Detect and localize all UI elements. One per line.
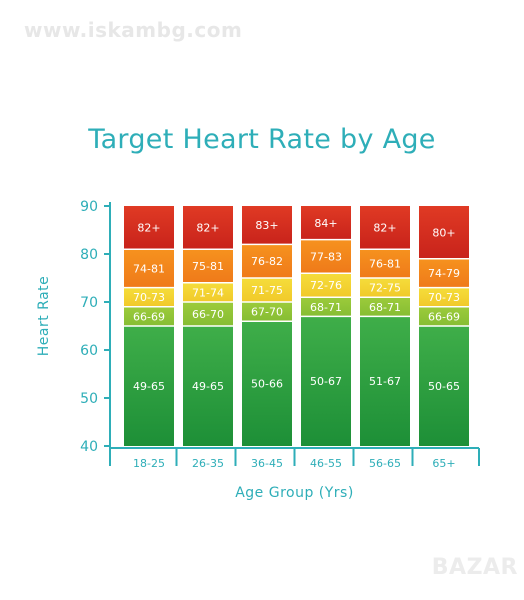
bar-segment — [360, 206, 410, 250]
segment-label: 77-83 — [310, 250, 342, 263]
segment-label: 72-75 — [369, 282, 401, 295]
bar-segment — [360, 249, 410, 278]
y-axis-title: Heart Rate — [36, 276, 52, 357]
bar-segment — [124, 306, 174, 326]
segment-label: 66-69 — [133, 310, 165, 323]
chart-title: Target Heart Rate by Age — [88, 124, 436, 155]
segment-label: 71-74 — [192, 286, 224, 299]
segment-label: 74-81 — [133, 262, 165, 275]
bar-segment — [242, 302, 292, 322]
bar-segment — [360, 316, 410, 446]
x-tick-label: 56-65 — [369, 457, 401, 470]
bar-segment — [183, 302, 233, 326]
bar-26-35: 49-65 66-70 71-74 75-81 82+ — [183, 206, 233, 446]
segment-label: 84+ — [314, 217, 337, 230]
bar-segment — [360, 297, 410, 317]
bar-segment — [183, 206, 233, 250]
x-tick-label: 18-25 — [133, 457, 165, 470]
segment-label: 51-67 — [369, 375, 401, 388]
bazar-logo: BAZAR — [431, 555, 518, 580]
segment-label: 50-67 — [310, 375, 342, 388]
bar-segment — [301, 297, 351, 317]
bar-18-25: 49-65 66-69 70-73 74-81 82+ — [124, 206, 174, 446]
y-tick-label: 90 — [80, 199, 98, 215]
bar-46-55: 50-67 68-71 72-76 77-83 84+ — [301, 206, 351, 446]
bar-segment — [183, 249, 233, 283]
segment-label: 67-70 — [251, 306, 283, 319]
segment-label: 50-65 — [428, 380, 460, 393]
segment-label: 66-69 — [428, 310, 460, 323]
bar-56-65: 51-67 68-71 72-75 76-81 82+ — [360, 206, 410, 446]
bar-segment — [124, 287, 174, 307]
x-tick-label: 26-35 — [192, 457, 224, 470]
watermark-text: www.iskambg.com — [24, 18, 243, 42]
segment-label: 70-73 — [428, 291, 460, 304]
bar-segment — [242, 206, 292, 245]
segment-label: 66-70 — [192, 308, 224, 321]
bar-segment — [301, 239, 351, 274]
bar-segment — [124, 326, 174, 446]
bar-segment — [242, 244, 292, 278]
y-tick-label: 60 — [80, 343, 98, 359]
segment-label: 75-81 — [192, 260, 224, 273]
bar-segment — [301, 206, 351, 240]
segment-label: 68-71 — [310, 301, 342, 314]
segment-label: 68-71 — [369, 301, 401, 314]
segment-label: 82+ — [196, 222, 219, 235]
segment-label: 80+ — [432, 226, 455, 239]
bar-segment — [419, 258, 469, 288]
segment-label: 72-76 — [310, 279, 342, 292]
bar-segment — [242, 278, 292, 302]
segment-label: 83+ — [255, 219, 278, 232]
segment-label: 70-73 — [133, 291, 165, 304]
bar-segment — [301, 273, 351, 298]
bar-segment — [419, 306, 469, 326]
x-tick-label: 36-45 — [251, 457, 283, 470]
bar-segment — [419, 206, 469, 259]
segment-label: 82+ — [373, 222, 396, 235]
segment-label: 49-65 — [133, 380, 165, 393]
y-tick-label: 80 — [80, 247, 98, 263]
bar-segment — [183, 326, 233, 446]
segment-label: 74-79 — [428, 267, 460, 280]
bar-segment — [183, 282, 233, 302]
segment-label: 76-81 — [369, 258, 401, 271]
x-tick-label: 65+ — [432, 457, 455, 470]
y-tick-label: 70 — [80, 295, 98, 311]
segment-label: 82+ — [137, 222, 160, 235]
bar-segment — [419, 287, 469, 307]
bar-segment — [242, 321, 292, 446]
bar-segment — [360, 278, 410, 298]
bar-segment — [124, 249, 174, 288]
bar-65+: 50-65 66-69 70-73 74-79 80+ — [419, 206, 469, 446]
y-tick-label: 50 — [80, 391, 98, 407]
bar-segment — [301, 316, 351, 446]
bar-36-45: 50-66 67-70 71-75 76-82 83+ — [242, 206, 292, 446]
segment-label: 71-75 — [251, 284, 283, 297]
segment-label: 49-65 — [192, 380, 224, 393]
x-axis-title: Age Group (Yrs) — [235, 485, 354, 501]
segment-label: 76-82 — [251, 255, 283, 268]
y-tick-label: 40 — [80, 439, 98, 455]
bar-segment — [124, 206, 174, 250]
bar-segment — [419, 326, 469, 446]
segment-label: 50-66 — [251, 378, 283, 391]
x-tick-label: 46-55 — [310, 457, 342, 470]
